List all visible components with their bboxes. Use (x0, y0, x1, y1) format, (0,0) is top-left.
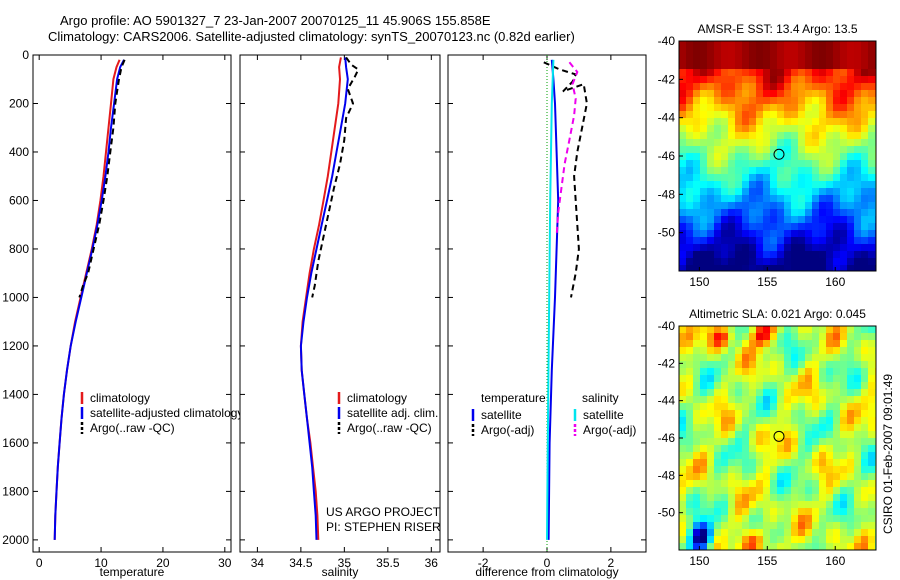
map-x-tick-label: 155 (757, 275, 777, 289)
legend-label-difference: Argo(-adj) (481, 423, 534, 437)
y-tick-label: 1400 (2, 387, 29, 401)
map-y-tick-label: -48 (658, 468, 676, 482)
legend-label-difference: Argo(-adj) (583, 423, 636, 437)
map-x-tick-label: 160 (825, 554, 845, 568)
x-tick-label-difference: -2 (478, 556, 489, 570)
map-y-tick-label: -42 (658, 356, 676, 370)
map-y-tick-label: -50 (658, 506, 676, 520)
x-axis-label-difference: difference from climatology (475, 565, 618, 579)
y-tick-label: 0 (22, 48, 29, 62)
map-x-tick-label: 150 (689, 275, 709, 289)
x-tick-label-difference: 2 (608, 556, 615, 570)
series-line-temperature-satellite-adjusted-climatology (53, 59, 125, 540)
project-label: US ARGO PROJECT (326, 505, 441, 519)
legend-label-salinity: climatology (347, 391, 407, 405)
series-line-difference-temperature-satellite (547, 59, 560, 540)
y-tick-label: 1000 (2, 290, 29, 304)
argo-location-marker (773, 148, 785, 160)
y-tick-label: 1800 (2, 484, 29, 498)
series-line-temperature-argo-raw-qc- (78, 59, 126, 298)
map-y-tick-label: -50 (658, 226, 676, 240)
figure-title-line2: Climatology: CARS2006. Satellite-adjuste… (48, 29, 575, 44)
plot-frame-temperature (32, 54, 232, 553)
x-tick-label-temperature: 0 (36, 556, 43, 570)
map-y-tick-label: -44 (658, 394, 676, 408)
y-tick-label: 1200 (2, 339, 29, 353)
y-tick-label: 400 (9, 145, 29, 159)
y-tick-label: 800 (9, 242, 29, 256)
y-tick-label: 600 (9, 193, 29, 207)
legend-label-salinity: Argo(..raw -QC) (347, 421, 432, 435)
series-line-difference-salinity-satellite (546, 59, 555, 540)
map-x-tick-label: 155 (757, 554, 777, 568)
x-tick-label-salinity: 35 (338, 556, 352, 570)
x-tick-label-salinity: 34.5 (289, 556, 313, 570)
legend-header-temperature: temperature (481, 391, 546, 405)
y-tick-label: 1600 (2, 436, 29, 450)
map-x-tick-label: 150 (689, 554, 709, 568)
y-tick-label: 200 (9, 96, 29, 110)
x-tick-label-salinity: 34 (251, 556, 265, 570)
map-y-tick-label: -40 (658, 319, 676, 333)
heatmap-sla-map (679, 326, 876, 550)
x-tick-label-salinity: 36 (425, 556, 439, 570)
series-line-salinity-argo-raw-qc- (311, 56, 360, 298)
legend-label-temperature: climatology (90, 391, 150, 405)
series-line-salinity-satellite-adj-clim- (299, 57, 349, 540)
map-x-tick-label: 160 (825, 275, 845, 289)
x-tick-label-salinity: 35.5 (376, 556, 400, 570)
map-y-tick-label: -48 (658, 187, 676, 201)
map-y-tick-label: -44 (658, 111, 676, 125)
legend-label-difference: satellite (583, 408, 624, 422)
heatmap-sst-map (679, 41, 876, 271)
map-y-tick-label: -46 (658, 149, 676, 163)
map-title-sst-map: AMSR-E SST: 13.4 Argo: 13.5 (697, 22, 857, 36)
x-axis-label-temperature: temperature (100, 565, 165, 579)
series-line-difference-temperature-argo-adj- (543, 61, 588, 298)
x-tick-label-temperature: 20 (156, 556, 170, 570)
map-y-tick-label: -46 (658, 431, 676, 445)
pi-label: PI: STEPHEN RISER (326, 520, 441, 534)
legend-label-temperature: satellite-adjusted climatology (90, 406, 243, 420)
map-title-sla-map: Altimetric SLA: 0.021 Argo: 0.045 (689, 307, 866, 321)
x-axis-label-salinity: salinity (322, 565, 359, 579)
legend-header-salinity: salinity (582, 391, 619, 405)
x-tick-label-difference: 0 (544, 556, 551, 570)
figure-title-line1: Argo profile: AO 5901327_7 23-Jan-2007 2… (60, 13, 491, 28)
argo-location-marker (773, 430, 785, 442)
series-line-difference-salinity-argo-adj- (555, 61, 579, 237)
legend-label-difference: satellite (481, 408, 522, 422)
legend-label-salinity: satellite adj. clim. (347, 406, 438, 420)
map-y-tick-label: -40 (658, 34, 676, 48)
legend-label-temperature: Argo(..raw -QC) (90, 421, 175, 435)
x-tick-label-temperature: 30 (218, 556, 232, 570)
map-y-tick-label: -42 (658, 72, 676, 86)
x-tick-label-temperature: 10 (94, 556, 108, 570)
y-tick-label: 2000 (2, 533, 29, 547)
